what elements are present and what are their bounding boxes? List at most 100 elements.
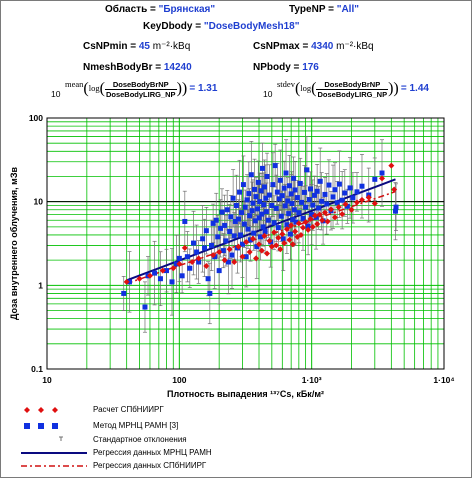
blue-square-point: [121, 290, 127, 296]
legend-item-errorbar: Стандартное отклонения: [93, 435, 187, 444]
red-diamond-point: [286, 236, 293, 243]
blue-square-point: [308, 186, 314, 192]
red-diamond-point: [146, 272, 153, 279]
blue-square-point: [306, 197, 312, 203]
blue-square-point: [220, 248, 226, 254]
red-diamond-point: [253, 255, 260, 262]
red-diamond-point: [289, 241, 296, 248]
blue-square-point: [238, 232, 244, 238]
blue-square-point: [283, 170, 289, 176]
blue-square-point: [216, 268, 222, 274]
blue-square-point: [245, 226, 251, 232]
blue-square-point: [271, 220, 277, 226]
csnpmin-param: CsNPmin = 45 m⁻²·kBq: [83, 41, 190, 52]
npbody-param: NPbody = 176: [253, 62, 319, 73]
red-diamond-point: [316, 211, 323, 218]
red-diamond-point: [331, 214, 338, 221]
blue-square-point: [249, 208, 255, 214]
stdev-result: = 1.44: [400, 82, 429, 94]
blue-square-point: [176, 255, 182, 261]
blue-square-point: [142, 304, 148, 310]
blue-square-point: [276, 196, 282, 202]
blue-square-point: [257, 199, 263, 205]
mean-log: log: [88, 82, 100, 93]
blue-square-point: [208, 242, 214, 248]
blue-square-point: [342, 190, 348, 196]
red-diamond-point: [216, 249, 223, 256]
red-diamond-point: [358, 196, 365, 203]
blue-square-point: [259, 211, 265, 217]
blue-square-point: [205, 276, 211, 282]
mean-formula: mean 10 (log(DoseBodyBrNP DoseBodyLIRG_NP…: [51, 79, 218, 99]
stdev-prefix: stdev: [277, 79, 295, 89]
mean-numerator: DoseBodyBrNP: [104, 80, 177, 90]
blue-square-point: [272, 163, 278, 169]
x-tick-label: 1·10⁴: [433, 375, 454, 385]
blue-square-point: [282, 203, 288, 209]
blue-square-point: [288, 191, 294, 197]
red-diamond-point: [339, 211, 346, 218]
blue-square-point: [261, 202, 267, 208]
red-diamond-point: [256, 241, 263, 248]
stdev-base: 10: [263, 89, 273, 99]
blue-square-point: [287, 183, 293, 189]
red-diamond-point: [264, 250, 271, 257]
red-diamond-point: [203, 263, 210, 270]
y-tick-label: 10: [34, 197, 44, 207]
red-diamond-point: [342, 201, 349, 208]
blue-square-point: [191, 240, 197, 246]
blue-square-point: [262, 228, 268, 234]
blue-square-point: [187, 265, 193, 271]
red-diamond-point: [295, 220, 302, 227]
legend-item-navy-line: Регрессия данных МРНЦ РАМН: [93, 448, 212, 457]
blue-square-point: [291, 175, 297, 181]
blue-square-point: [292, 187, 298, 193]
blue-square-point: [258, 188, 264, 194]
stdev-denominator: DoseBodyLIRG_NP: [317, 89, 388, 99]
red-diamond-point: [297, 231, 304, 238]
red-diamond-point: [288, 222, 295, 229]
blue-square-point: [184, 254, 190, 260]
blue-square-point: [215, 234, 221, 240]
legend-red-diamond: [24, 407, 30, 413]
npbody-label: NPbody =: [253, 62, 303, 73]
blue-square-point: [236, 216, 242, 222]
blue-square-point: [334, 200, 340, 206]
blue-square-point: [339, 197, 345, 203]
y-tick-label: 0.1: [31, 364, 43, 374]
blue-square-point: [239, 241, 245, 247]
keydbody-param: KeyDbody = "DoseBodyMesh18": [143, 21, 299, 32]
red-diamond-point: [221, 257, 228, 264]
red-diamond-point: [271, 229, 278, 236]
legend-blue-square: [52, 423, 58, 429]
legend-item-red: Расчет СПбНИИРГ: [93, 405, 164, 414]
red-diamond-point: [159, 267, 166, 274]
blue-square-point: [254, 244, 260, 250]
red-diamond-point: [279, 231, 286, 238]
red-diamond-point: [277, 246, 284, 253]
blue-square-point: [305, 223, 311, 229]
red-diamond-point: [283, 226, 290, 233]
blue-square-point: [152, 270, 158, 276]
red-diamond-point: [239, 253, 246, 260]
red-diamond-point: [353, 199, 360, 206]
red-diamond-point: [307, 216, 314, 223]
red-diamond-point: [231, 259, 238, 266]
blue-square-point: [314, 188, 320, 194]
blue-square-point: [253, 194, 259, 200]
blue-square-point: [275, 225, 281, 231]
csnpmin-unit: m⁻²·kBq: [149, 41, 191, 52]
legend-red-diamond: [52, 407, 58, 413]
blue-square-point: [255, 179, 261, 185]
blue-square-point: [350, 195, 356, 201]
red-diamond-point: [226, 246, 233, 253]
red-diamond-point: [391, 186, 398, 193]
blue-square-point: [224, 207, 230, 213]
blue-square-point: [219, 209, 225, 215]
x-tick-label: 100: [172, 375, 186, 385]
blue-square-point: [359, 183, 365, 189]
blue-square-point: [266, 192, 272, 198]
red-diamond-point: [348, 206, 355, 213]
mean-prefix: mean: [65, 79, 84, 89]
blue-square-point: [281, 185, 287, 191]
